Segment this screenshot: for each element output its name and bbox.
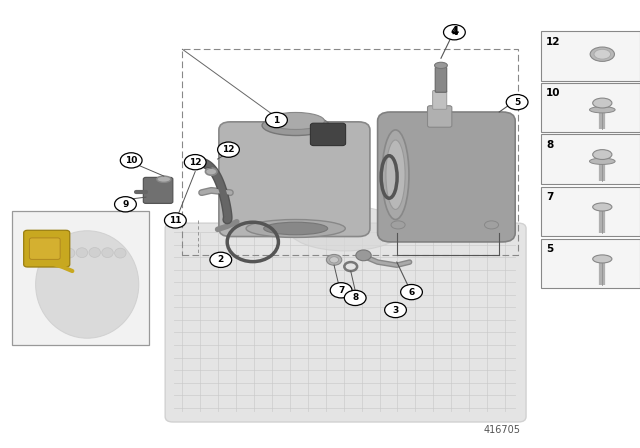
Text: 10: 10 <box>125 156 138 165</box>
Bar <box>182 49 518 255</box>
Circle shape <box>115 197 136 212</box>
Circle shape <box>164 213 186 228</box>
Bar <box>541 31 640 81</box>
Text: 10: 10 <box>546 88 561 98</box>
Bar <box>541 83 640 132</box>
FancyBboxPatch shape <box>143 177 173 203</box>
Text: 1: 1 <box>273 116 280 125</box>
Text: 3: 3 <box>392 306 399 314</box>
Ellipse shape <box>435 62 447 69</box>
Ellipse shape <box>264 222 328 235</box>
Ellipse shape <box>589 158 615 164</box>
Ellipse shape <box>593 203 612 211</box>
Bar <box>541 239 640 288</box>
Text: 12: 12 <box>189 158 202 167</box>
Circle shape <box>356 250 371 261</box>
Text: 8: 8 <box>352 293 358 302</box>
Text: 12: 12 <box>222 145 235 154</box>
Ellipse shape <box>594 49 611 59</box>
Ellipse shape <box>262 116 330 135</box>
FancyBboxPatch shape <box>24 230 70 267</box>
Bar <box>12 211 149 345</box>
Circle shape <box>210 252 232 267</box>
Circle shape <box>120 153 142 168</box>
Ellipse shape <box>157 176 171 182</box>
Ellipse shape <box>76 248 88 258</box>
Ellipse shape <box>89 247 100 257</box>
Text: 2: 2 <box>218 255 224 264</box>
Ellipse shape <box>589 107 615 113</box>
FancyBboxPatch shape <box>433 90 447 109</box>
Ellipse shape <box>590 47 614 61</box>
Bar <box>541 134 640 184</box>
Ellipse shape <box>102 248 113 258</box>
Circle shape <box>330 283 352 298</box>
Ellipse shape <box>382 130 409 220</box>
FancyBboxPatch shape <box>29 238 60 259</box>
Circle shape <box>184 155 206 170</box>
Text: 416705: 416705 <box>484 425 521 435</box>
Circle shape <box>344 290 366 306</box>
Ellipse shape <box>36 231 139 338</box>
Ellipse shape <box>484 221 499 229</box>
Text: 12: 12 <box>546 37 561 47</box>
Text: 8: 8 <box>546 140 553 150</box>
Ellipse shape <box>63 248 75 258</box>
FancyBboxPatch shape <box>165 223 526 422</box>
Ellipse shape <box>246 220 346 237</box>
Ellipse shape <box>267 112 324 129</box>
Ellipse shape <box>391 221 405 229</box>
Circle shape <box>266 112 287 128</box>
FancyBboxPatch shape <box>310 123 346 146</box>
Circle shape <box>330 257 339 263</box>
Text: 6: 6 <box>408 288 415 297</box>
Text: 11: 11 <box>169 216 182 225</box>
Text: 7: 7 <box>338 286 344 295</box>
Text: 7: 7 <box>546 192 554 202</box>
Text: 4: 4 <box>451 28 458 37</box>
Circle shape <box>444 25 465 40</box>
Circle shape <box>218 142 239 157</box>
Ellipse shape <box>115 248 126 258</box>
Circle shape <box>506 95 528 110</box>
Circle shape <box>401 284 422 300</box>
Text: 5: 5 <box>514 98 520 107</box>
Ellipse shape <box>205 168 217 175</box>
FancyBboxPatch shape <box>219 122 370 237</box>
FancyBboxPatch shape <box>435 67 447 92</box>
FancyBboxPatch shape <box>378 112 515 242</box>
Ellipse shape <box>593 98 612 108</box>
Ellipse shape <box>288 206 403 251</box>
Ellipse shape <box>593 150 612 159</box>
Circle shape <box>326 254 342 265</box>
Ellipse shape <box>386 140 405 210</box>
Ellipse shape <box>593 255 612 263</box>
Text: 5: 5 <box>546 244 553 254</box>
Text: 9: 9 <box>122 200 129 209</box>
Circle shape <box>385 302 406 318</box>
FancyBboxPatch shape <box>428 106 452 127</box>
Text: 4: 4 <box>451 25 458 38</box>
Bar <box>541 187 640 236</box>
